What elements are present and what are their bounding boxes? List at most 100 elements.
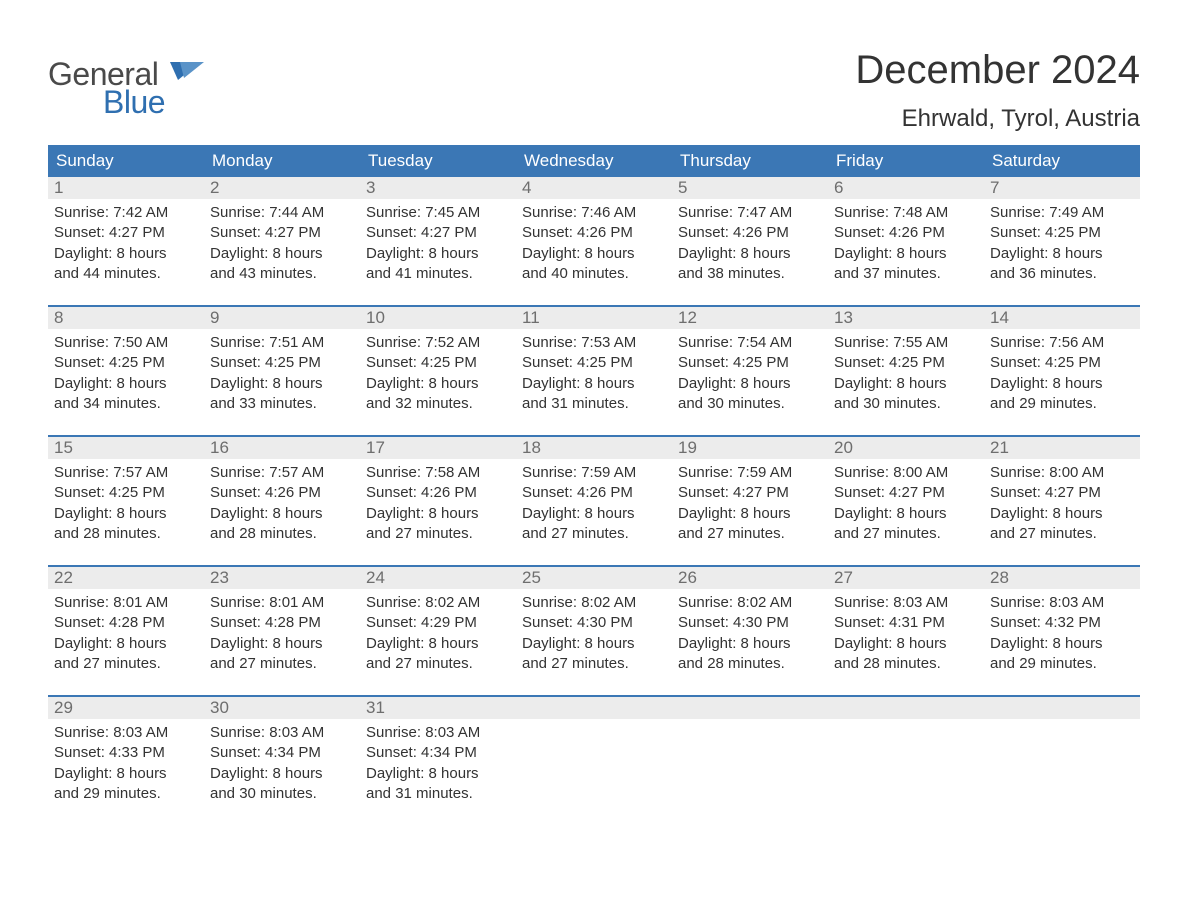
day-number: 30 [204, 697, 360, 719]
sunset-text: Sunset: 4:25 PM [990, 353, 1134, 373]
day-content: Sunrise: 8:00 AMSunset: 4:27 PMDaylight:… [984, 459, 1140, 546]
daylight2-text: and 30 minutes. [210, 784, 354, 804]
weekday-label: Wednesday [516, 145, 672, 177]
sunrise-text: Sunrise: 8:00 AM [834, 463, 978, 483]
day-cell: 23Sunrise: 8:01 AMSunset: 4:28 PMDayligh… [204, 567, 360, 677]
sunset-text: Sunset: 4:34 PM [210, 743, 354, 763]
daylight1-text: Daylight: 8 hours [210, 374, 354, 394]
day-cell: 9Sunrise: 7:51 AMSunset: 4:25 PMDaylight… [204, 307, 360, 417]
daylight1-text: Daylight: 8 hours [834, 504, 978, 524]
sunrise-text: Sunrise: 8:02 AM [366, 593, 510, 613]
day-cell: 30Sunrise: 8:03 AMSunset: 4:34 PMDayligh… [204, 697, 360, 807]
day-number: 5 [672, 177, 828, 199]
header: General Blue December 2024 Ehrwald, Tyro… [48, 48, 1140, 133]
sunset-text: Sunset: 4:25 PM [54, 483, 198, 503]
day-number: 26 [672, 567, 828, 589]
sunrise-text: Sunrise: 7:57 AM [210, 463, 354, 483]
sunrise-text: Sunrise: 7:47 AM [678, 203, 822, 223]
daylight2-text: and 33 minutes. [210, 394, 354, 414]
day-content: Sunrise: 7:57 AMSunset: 4:26 PMDaylight:… [204, 459, 360, 546]
day-cell: 10Sunrise: 7:52 AMSunset: 4:25 PMDayligh… [360, 307, 516, 417]
sunrise-text: Sunrise: 7:52 AM [366, 333, 510, 353]
title-block: December 2024 Ehrwald, Tyrol, Austria [855, 48, 1140, 133]
day-content: Sunrise: 7:42 AMSunset: 4:27 PMDaylight:… [48, 199, 204, 286]
sunset-text: Sunset: 4:25 PM [210, 353, 354, 373]
day-number: 7 [984, 177, 1140, 199]
daylight2-text: and 27 minutes. [366, 654, 510, 674]
day-cell: 25Sunrise: 8:02 AMSunset: 4:30 PMDayligh… [516, 567, 672, 677]
day-cell: 28Sunrise: 8:03 AMSunset: 4:32 PMDayligh… [984, 567, 1140, 677]
day-content: Sunrise: 7:52 AMSunset: 4:25 PMDaylight:… [360, 329, 516, 416]
daylight1-text: Daylight: 8 hours [522, 244, 666, 264]
daylight1-text: Daylight: 8 hours [366, 374, 510, 394]
sunrise-text: Sunrise: 7:42 AM [54, 203, 198, 223]
day-number [828, 697, 984, 719]
sunset-text: Sunset: 4:25 PM [522, 353, 666, 373]
sunset-text: Sunset: 4:26 PM [678, 223, 822, 243]
sunrise-text: Sunrise: 8:03 AM [54, 723, 198, 743]
day-content: Sunrise: 8:00 AMSunset: 4:27 PMDaylight:… [828, 459, 984, 546]
day-content: Sunrise: 8:03 AMSunset: 4:34 PMDaylight:… [204, 719, 360, 806]
sunrise-text: Sunrise: 7:56 AM [990, 333, 1134, 353]
daylight1-text: Daylight: 8 hours [54, 244, 198, 264]
daylight1-text: Daylight: 8 hours [522, 634, 666, 654]
day-content: Sunrise: 7:58 AMSunset: 4:26 PMDaylight:… [360, 459, 516, 546]
day-number: 3 [360, 177, 516, 199]
daylight2-text: and 27 minutes. [54, 654, 198, 674]
day-cell: 17Sunrise: 7:58 AMSunset: 4:26 PMDayligh… [360, 437, 516, 547]
day-content: Sunrise: 8:01 AMSunset: 4:28 PMDaylight:… [204, 589, 360, 676]
sunset-text: Sunset: 4:32 PM [990, 613, 1134, 633]
day-cell: 12Sunrise: 7:54 AMSunset: 4:25 PMDayligh… [672, 307, 828, 417]
day-cell: 16Sunrise: 7:57 AMSunset: 4:26 PMDayligh… [204, 437, 360, 547]
day-cell: 18Sunrise: 7:59 AMSunset: 4:26 PMDayligh… [516, 437, 672, 547]
weekday-label: Thursday [672, 145, 828, 177]
day-number: 25 [516, 567, 672, 589]
day-number [672, 697, 828, 719]
day-content: Sunrise: 8:02 AMSunset: 4:30 PMDaylight:… [516, 589, 672, 676]
day-content: Sunrise: 7:57 AMSunset: 4:25 PMDaylight:… [48, 459, 204, 546]
empty-day-cell [516, 697, 672, 807]
week-spacer [48, 547, 1140, 565]
daylight2-text: and 36 minutes. [990, 264, 1134, 284]
day-number: 8 [48, 307, 204, 329]
week-spacer [48, 417, 1140, 435]
sunset-text: Sunset: 4:25 PM [678, 353, 822, 373]
daylight2-text: and 41 minutes. [366, 264, 510, 284]
day-number: 24 [360, 567, 516, 589]
day-cell: 5Sunrise: 7:47 AMSunset: 4:26 PMDaylight… [672, 177, 828, 287]
weekday-header: SundayMondayTuesdayWednesdayThursdayFrid… [48, 145, 1140, 177]
day-number: 4 [516, 177, 672, 199]
sunrise-text: Sunrise: 7:51 AM [210, 333, 354, 353]
day-number: 20 [828, 437, 984, 459]
daylight2-text: and 37 minutes. [834, 264, 978, 284]
sunset-text: Sunset: 4:30 PM [522, 613, 666, 633]
day-number: 1 [48, 177, 204, 199]
daylight1-text: Daylight: 8 hours [366, 634, 510, 654]
empty-day-cell [828, 697, 984, 807]
day-number: 21 [984, 437, 1140, 459]
month-title: December 2024 [855, 48, 1140, 93]
day-cell: 24Sunrise: 8:02 AMSunset: 4:29 PMDayligh… [360, 567, 516, 677]
weekday-label: Tuesday [360, 145, 516, 177]
empty-day-cell [984, 697, 1140, 807]
day-content: Sunrise: 7:45 AMSunset: 4:27 PMDaylight:… [360, 199, 516, 286]
sunset-text: Sunset: 4:27 PM [990, 483, 1134, 503]
daylight2-text: and 44 minutes. [54, 264, 198, 284]
sunset-text: Sunset: 4:26 PM [834, 223, 978, 243]
day-number: 6 [828, 177, 984, 199]
weeks-container: 1Sunrise: 7:42 AMSunset: 4:27 PMDaylight… [48, 177, 1140, 807]
daylight1-text: Daylight: 8 hours [54, 504, 198, 524]
daylight2-text: and 28 minutes. [678, 654, 822, 674]
sunrise-text: Sunrise: 8:03 AM [210, 723, 354, 743]
weekday-label: Friday [828, 145, 984, 177]
day-cell: 15Sunrise: 7:57 AMSunset: 4:25 PMDayligh… [48, 437, 204, 547]
sunrise-text: Sunrise: 8:02 AM [522, 593, 666, 613]
sunset-text: Sunset: 4:31 PM [834, 613, 978, 633]
daylight1-text: Daylight: 8 hours [210, 244, 354, 264]
sunset-text: Sunset: 4:25 PM [990, 223, 1134, 243]
day-content: Sunrise: 8:02 AMSunset: 4:29 PMDaylight:… [360, 589, 516, 676]
sunrise-text: Sunrise: 7:58 AM [366, 463, 510, 483]
daylight1-text: Daylight: 8 hours [834, 374, 978, 394]
week-row: 29Sunrise: 8:03 AMSunset: 4:33 PMDayligh… [48, 695, 1140, 807]
daylight1-text: Daylight: 8 hours [54, 764, 198, 784]
